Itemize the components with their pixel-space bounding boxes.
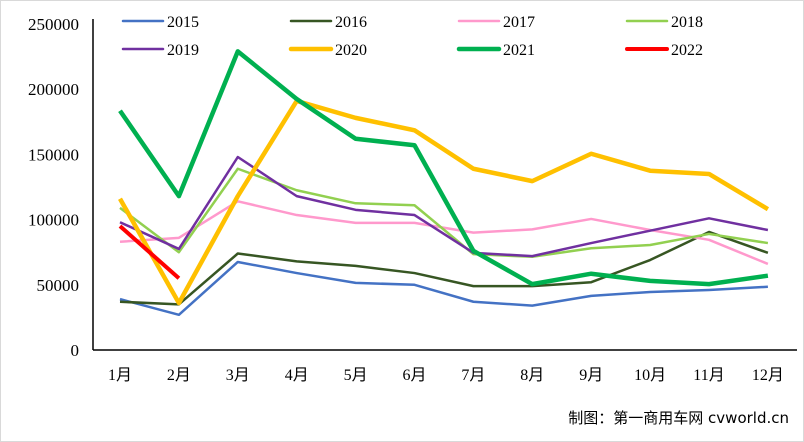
- legend-label: 2016: [335, 14, 367, 31]
- x-tick-label: 11月: [693, 367, 724, 384]
- legend-label: 2017: [503, 14, 535, 31]
- y-tick-label: 50000: [37, 276, 80, 295]
- y-tick-label: 150000: [28, 145, 79, 164]
- y-tick-label: 200000: [28, 80, 79, 99]
- x-tick-label: 5月: [344, 367, 368, 384]
- legend-label: 2021: [503, 42, 535, 59]
- x-tick-label: 10月: [634, 367, 666, 384]
- x-tick-label: 9月: [579, 367, 603, 384]
- series-line-2019: [119, 155, 769, 258]
- legend-label: 2018: [671, 14, 703, 31]
- x-tick-label: 6月: [402, 367, 426, 384]
- y-tick-label: 100000: [28, 211, 79, 230]
- series-line-2020: [118, 98, 770, 306]
- x-tick-label: 3月: [226, 367, 250, 384]
- x-tick-label: 8月: [520, 367, 544, 384]
- legend-label: 2020: [335, 42, 367, 59]
- legend-label: 2022: [671, 42, 703, 59]
- series-line-2021: [118, 49, 769, 287]
- x-tick-label: 4月: [285, 367, 309, 384]
- x-tick-label: 12月: [752, 367, 784, 384]
- y-tick-label: 250000: [28, 15, 79, 34]
- series-line-2017: [119, 200, 769, 266]
- series-line-2016: [119, 230, 769, 306]
- legend-label: 2019: [167, 42, 199, 59]
- x-tick-label: 2月: [167, 367, 191, 384]
- x-tick-label: 1月: [108, 367, 132, 384]
- y-tick-label: 0: [71, 341, 80, 360]
- series-line-2015: [119, 260, 768, 317]
- series-line-2022: [118, 224, 181, 280]
- credit: 制图：第一商用车网 cvworld.cn: [568, 409, 789, 427]
- series-line-2018: [119, 167, 769, 259]
- x-tick-label: 7月: [461, 367, 485, 384]
- legend-label: 2015: [167, 14, 199, 31]
